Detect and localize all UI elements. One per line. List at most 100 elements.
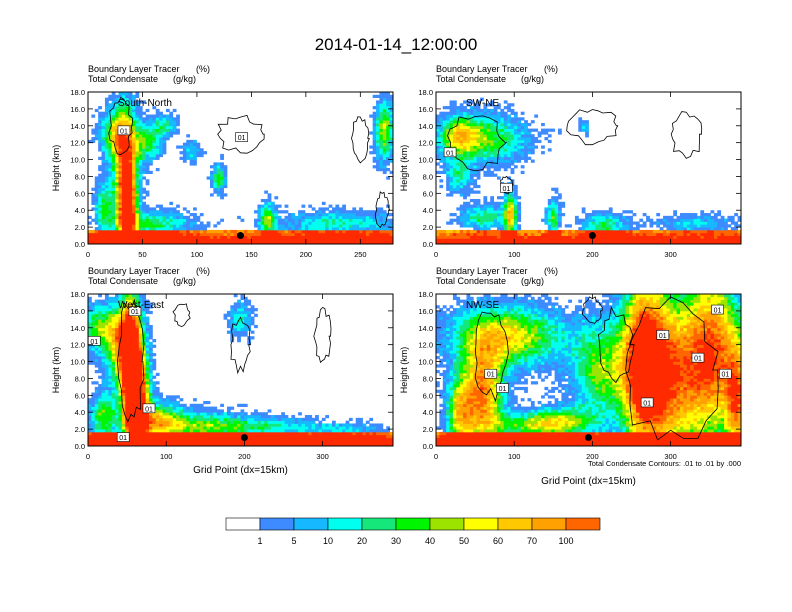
field-cell	[554, 187, 559, 191]
field-cell	[493, 210, 498, 214]
field-cell	[500, 165, 505, 169]
field-cell	[720, 227, 725, 231]
field-cell	[111, 412, 116, 416]
field-cell	[510, 137, 515, 141]
field-cell	[452, 235, 457, 239]
field-cell	[713, 238, 718, 242]
field-cell	[94, 437, 99, 441]
field-cell	[459, 106, 464, 110]
field-cell	[439, 145, 444, 149]
field-cell	[547, 198, 552, 203]
field-cell	[94, 137, 99, 141]
field-cell	[520, 137, 525, 141]
field-cell	[101, 176, 106, 180]
field-cell	[125, 381, 130, 385]
field-cell	[108, 176, 113, 180]
field-cell	[104, 125, 109, 129]
field-cell	[176, 420, 180, 424]
field-cell	[466, 210, 471, 214]
field-cell	[727, 224, 732, 228]
field-cell	[162, 412, 167, 416]
field-cell	[466, 134, 471, 138]
field-cell	[595, 215, 600, 220]
field-cell	[142, 316, 147, 320]
field-cell	[111, 386, 116, 391]
field-cell	[507, 207, 511, 211]
field-cell	[118, 238, 123, 242]
field-cell	[138, 440, 143, 444]
field-cell	[138, 434, 143, 438]
field-cell	[291, 227, 296, 231]
field-cell	[104, 322, 109, 326]
field-cell	[128, 431, 133, 436]
field-cell	[490, 131, 495, 135]
field-cell	[104, 134, 109, 138]
field-cell	[149, 213, 153, 217]
field-cell	[132, 350, 136, 354]
field-cell	[490, 148, 495, 152]
field-cell	[115, 100, 119, 104]
field-cell	[138, 131, 143, 135]
field-cell	[121, 227, 126, 231]
field-cell	[530, 241, 535, 244]
field-cell	[389, 221, 393, 225]
field-cell	[132, 426, 136, 430]
field-cell	[713, 232, 718, 236]
field-cell	[734, 238, 739, 242]
field-cell	[574, 215, 579, 220]
field-cell	[115, 336, 119, 340]
x-tick-label: 150	[245, 250, 258, 259]
field-cell	[121, 361, 126, 365]
field-cell	[128, 440, 133, 444]
field-cell	[503, 168, 508, 172]
field-cell	[513, 198, 518, 203]
field-cell	[355, 215, 360, 220]
field-cell	[581, 122, 586, 127]
field-cell	[483, 142, 488, 146]
field-cell	[152, 429, 157, 433]
field-cell	[332, 238, 336, 242]
panel-subtitle-2: Total Condensate	[436, 74, 506, 84]
field-cell	[135, 381, 140, 385]
field-cell	[108, 131, 113, 135]
field-cell	[452, 238, 457, 242]
field-cell	[145, 358, 150, 362]
field-cell	[493, 131, 498, 135]
field-cell	[362, 210, 367, 214]
field-cell	[125, 139, 130, 144]
field-cell	[513, 145, 518, 149]
field-cell	[703, 227, 708, 231]
field-cell	[513, 238, 518, 242]
field-cell	[182, 434, 187, 438]
field-cell	[149, 370, 153, 374]
field-cell	[104, 145, 109, 149]
field-cell	[172, 417, 177, 422]
field-cell	[527, 232, 532, 236]
field-cell	[480, 235, 484, 239]
field-cell	[547, 229, 552, 234]
field-cell	[469, 131, 474, 135]
tracer-field	[436, 97, 741, 244]
field-cell	[551, 241, 556, 244]
field-cell	[500, 241, 505, 244]
field-cell	[463, 106, 467, 110]
field-cell	[91, 395, 96, 399]
field-cell	[94, 392, 99, 396]
field-cell	[605, 227, 610, 231]
field-cell	[452, 165, 457, 169]
field-cell	[490, 151, 495, 155]
field-cell	[449, 190, 454, 194]
field-cell	[145, 378, 150, 382]
field-cell	[88, 347, 92, 351]
field-cell	[298, 227, 302, 231]
field-cell	[469, 114, 474, 118]
field-cell	[125, 336, 130, 340]
field-cell	[128, 165, 133, 169]
field-cell	[138, 232, 143, 236]
field-cell	[128, 125, 133, 129]
field-cell	[469, 134, 474, 138]
field-cell	[237, 215, 241, 220]
field-cell	[315, 224, 319, 228]
field-cell	[104, 162, 109, 166]
field-cell	[104, 238, 109, 242]
